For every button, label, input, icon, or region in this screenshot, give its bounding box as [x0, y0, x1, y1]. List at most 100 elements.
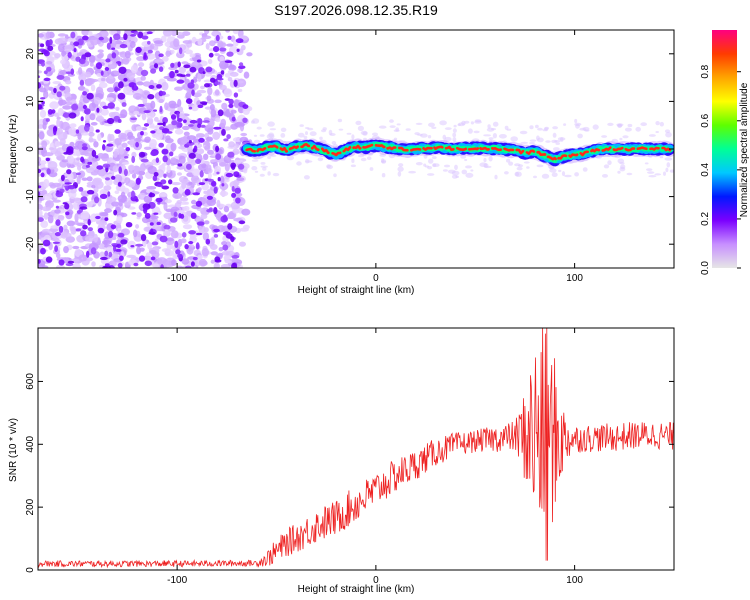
heatmap-noise-cell: [120, 191, 126, 198]
heatmap-noise-cell: [355, 120, 362, 126]
heatmap-noise-cell: [185, 73, 191, 77]
heatmap-noise-cell: [90, 36, 99, 46]
heatmap-noise-cell: [331, 141, 337, 145]
heatmap-noise-cell: [664, 157, 673, 161]
heatmap-noise-cell: [464, 158, 468, 162]
heatmap-noise-cell: [97, 227, 105, 234]
heatmap-noise-cell: [124, 201, 131, 206]
heatmap-noise-cell: [197, 187, 202, 192]
heatmap-noise-cell: [111, 243, 119, 246]
heatmap-noise-cell: [97, 133, 102, 141]
heatmap-noise-cell: [470, 169, 474, 172]
heatmap-noise-cell: [97, 167, 107, 177]
heatmap-noise-cell: [88, 136, 94, 143]
heatmap-noise-cell: [184, 244, 189, 250]
heatmap-noise-cell: [148, 192, 156, 198]
heatmap-noise-cell: [176, 73, 183, 77]
heatmap-noise-cell: [204, 220, 210, 225]
heatmap-noise-cell: [154, 116, 159, 122]
heatmap-noise-cell: [210, 159, 217, 163]
heatmap-noise-cell: [607, 160, 612, 166]
heatmap-noise-cell: [251, 159, 259, 162]
heatmap-noise-cell: [102, 144, 106, 151]
heatmap-noise-cell: [506, 158, 511, 163]
heatmap-noise-cell: [269, 128, 277, 131]
heatmap-noise-cell: [150, 68, 157, 74]
heatmap-noise-cell: [146, 186, 157, 190]
heatmap-noise-cell: [107, 191, 111, 197]
heatmap-noise-cell: [38, 211, 43, 217]
heatmap-noise-cell: [75, 172, 81, 176]
heatmap-noise-cell: [529, 125, 534, 130]
heatmap-noise-cell: [131, 124, 138, 132]
heatmap-noise-cell: [98, 30, 109, 38]
heatmap-noise-cell: [159, 193, 167, 198]
heatmap-noise-cell: [298, 132, 305, 138]
heatmap-noise-cell: [139, 247, 145, 252]
heatmap-noise-cell: [189, 53, 196, 58]
heatmap-noise-cell: [47, 109, 53, 115]
heatmap-noise-cell: [150, 43, 155, 50]
heatmap-noise-cell: [241, 208, 251, 216]
heatmap-noise-cell: [98, 243, 106, 250]
heatmap-noise-cell: [149, 139, 158, 148]
heatmap-noise-cell: [200, 85, 205, 90]
heatmap-noise-cell: [452, 132, 457, 138]
heatmap-noise-cell: [78, 67, 83, 75]
heatmap-noise-cell: [362, 131, 368, 136]
heatmap-noise-cell: [186, 135, 197, 141]
heatmap-noise-cell: [57, 131, 67, 141]
heatmap-noise-cell: [551, 172, 558, 177]
heatmap-noise-cell: [95, 62, 103, 70]
heatmap-noise-cell: [121, 102, 127, 107]
heatmap-noise-cell: [212, 131, 221, 140]
heatmap-noise-cell: [624, 127, 632, 132]
heatmap-noise-cell: [224, 73, 231, 78]
heatmap-noise-cell: [206, 195, 213, 200]
heatmap-noise-cell: [93, 141, 99, 148]
heatmap-noise-cell: [181, 31, 191, 36]
heatmap-noise-cell: [205, 164, 212, 172]
heatmap-noise-cell: [84, 235, 95, 242]
heatmap-noise-cell: [519, 130, 528, 135]
heatmap-noise-cell: [146, 31, 153, 35]
heatmap-noise-cell: [120, 109, 128, 119]
heatmap-noise-cell: [181, 232, 187, 238]
heatmap-noise-cell: [563, 123, 567, 126]
heatmap-noise-cell: [170, 230, 179, 239]
heatmap-noise-cell: [452, 128, 457, 133]
heatmap-noise-cell: [514, 171, 520, 177]
heatmap-noise-cell: [186, 163, 192, 170]
heatmap-noise-cell: [216, 211, 221, 218]
heatmap-noise-cell: [73, 41, 80, 47]
heatmap-noise-cell: [210, 108, 217, 118]
heatmap-noise-cell: [193, 145, 198, 153]
heatmap-noise-cell: [523, 161, 530, 164]
heatmap-noise-cell: [69, 225, 74, 231]
heatmap-noise-cell: [189, 119, 198, 124]
heatmap-noise-cell: [96, 165, 104, 170]
heatmap-noise-cell: [464, 120, 470, 124]
heatmap-noise-cell: [350, 164, 356, 168]
heatmap-noise-cell: [219, 191, 229, 197]
heatmap-noise-cell: [164, 102, 169, 111]
heatmap-noise-cell: [197, 38, 203, 46]
heatmap-noise-cell: [106, 42, 111, 50]
heatmap-noise-cell: [67, 147, 71, 154]
heatmap-noise-cell: [77, 132, 82, 140]
heatmap-noise-cell: [236, 48, 240, 52]
heatmap-noise-cell: [172, 187, 179, 194]
heatmap-noise-cell: [141, 35, 149, 40]
heatmap-noise-cell: [125, 222, 133, 228]
heatmap-noise-cell: [99, 220, 107, 224]
heatmap-noise-cell: [161, 148, 169, 155]
heatmap-noise-cell: [210, 77, 216, 83]
heatmap-noise-cell: [190, 261, 195, 267]
heatmap-noise-cell: [198, 182, 206, 186]
heatmap-noise-cell: [260, 165, 268, 168]
heatmap-noise-cell: [415, 162, 423, 166]
heatmap-noise-cell: [170, 114, 177, 120]
heatmap-noise-cell: [147, 94, 155, 100]
heatmap-noise-cell: [110, 224, 117, 230]
heatmap-noise-cell: [333, 173, 337, 178]
